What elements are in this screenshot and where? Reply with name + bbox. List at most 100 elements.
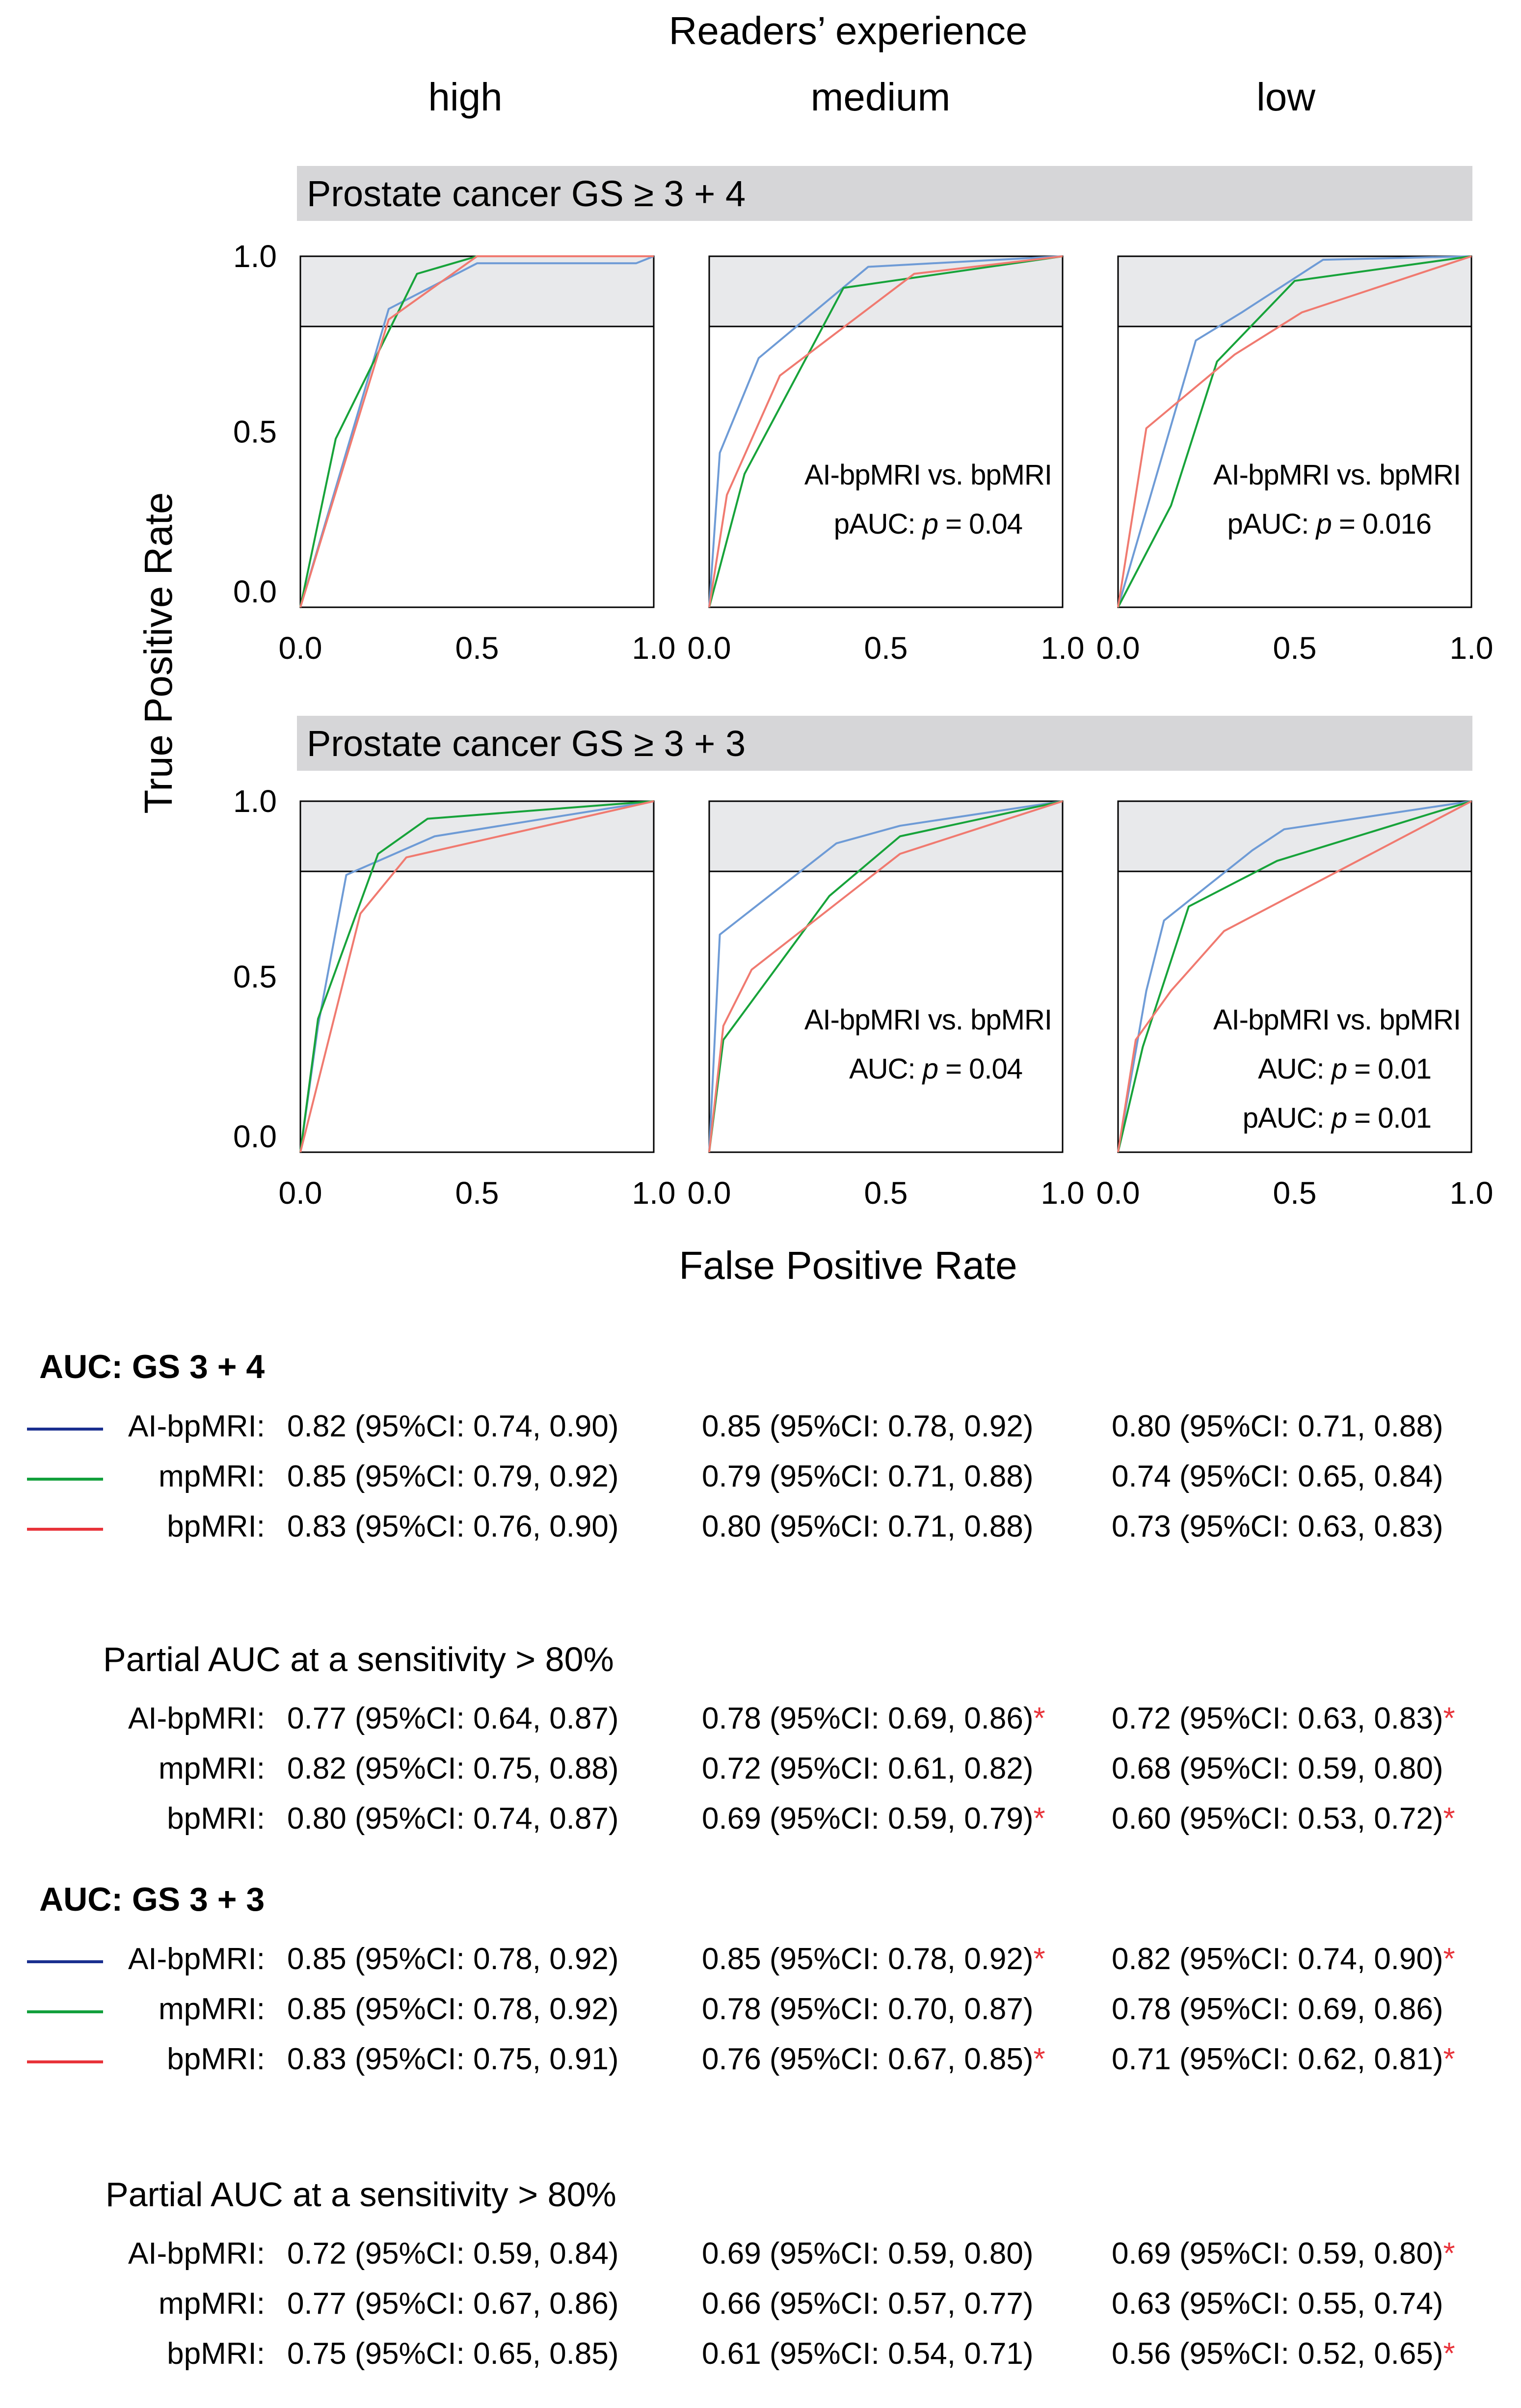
x-tick-label: 0.5 xyxy=(455,630,499,666)
p-value-label: pAUC: p = 0.04 xyxy=(834,508,1022,540)
table-row: AI-bpMRI: 0.77 (95%CI: 0.64, 0.87) 0.78 (9… xyxy=(0,1701,1521,1750)
x-tick-label: 0.0 xyxy=(688,630,731,666)
section-title-gs34: Prostate cancer GS ≥ 3 + 4 xyxy=(307,173,746,214)
section-banner-gs34 xyxy=(297,166,1472,221)
comparison-label: AI-bpMRI vs. bpMRI xyxy=(804,459,1052,491)
table-cell: 0.68 (95%CI: 0.59, 0.80) xyxy=(1112,1752,1443,1786)
plot-frame xyxy=(299,800,655,1153)
legend-swatch-bpmri xyxy=(27,2060,103,2063)
roc-curve-mpmri xyxy=(708,255,1063,608)
x-tick-label: 0.0 xyxy=(279,630,322,666)
legend-swatch-mpmri xyxy=(27,2010,103,2013)
row-label: bpMRI: xyxy=(167,2337,265,2371)
x-tick-label: 0.5 xyxy=(455,1175,499,1211)
table-cell: 0.85 (95%CI: 0.78, 0.92) xyxy=(287,1942,619,1976)
significance-marker: * xyxy=(1443,2337,1455,2371)
p-value-label: pAUC: p = 0.01 xyxy=(1243,1102,1431,1134)
sensitivity-region xyxy=(708,800,1064,872)
table-cell: 0.80 (95%CI: 0.71, 0.88) xyxy=(702,1510,1034,1543)
table-title: AUC: GS 3 + 4 xyxy=(39,1348,265,1385)
x-tick-label: 1.0 xyxy=(1041,1175,1085,1211)
y-tick-label: 0.5 xyxy=(233,959,277,995)
roc-curve-bpmri xyxy=(708,255,1063,608)
table-cell: 0.77 (95%CI: 0.67, 0.86) xyxy=(287,2287,619,2321)
table-row: mpMRI: 0.82 (95%CI: 0.75, 0.88) 0.72 (95%C… xyxy=(0,1751,1521,1800)
roc-panel-5: 0.0 0.5 1.0 AI-bpMRI vs. bpMRI AUC: p = 0.04 xyxy=(688,800,1085,1211)
column-header-low: low xyxy=(1256,75,1315,119)
x-tick-label: 0.0 xyxy=(279,1175,322,1211)
table-cell: 0.82 (95%CI: 0.74, 0.90) xyxy=(287,1409,619,1443)
plot-frame xyxy=(708,800,1064,1153)
x-tick-label: 1.0 xyxy=(1450,1175,1494,1211)
table-row: AI-bpMRI: 0.82 (95%CI: 0.74, 0.90) 0.85 (9… xyxy=(0,1409,1521,1458)
roc-curve-mpmri xyxy=(299,800,654,1153)
table-row: mpMRI: 0.85 (95%CI: 0.79, 0.92) 0.79 (95%C… xyxy=(0,1459,1521,1508)
table-cell: 0.85 (95%CI: 0.78, 0.92)* xyxy=(702,1942,1045,1976)
significance-marker: * xyxy=(1443,1942,1455,1976)
legend-swatch-ai-bpmri xyxy=(27,1428,103,1431)
table-cell: 0.72 (95%CI: 0.61, 0.82) xyxy=(702,1752,1034,1786)
section-banner-gs33 xyxy=(297,716,1472,771)
roc-figure: Readers’ experience high medium low Pros… xyxy=(136,9,1494,1287)
table-cell: 0.69 (95%CI: 0.59, 0.80) xyxy=(702,2237,1034,2271)
x-tick-label: 0.0 xyxy=(1096,630,1140,666)
comparison-label: AI-bpMRI vs. bpMRI xyxy=(1213,1004,1461,1036)
table-cell: 0.74 (95%CI: 0.65, 0.84) xyxy=(1112,1460,1443,1493)
x-tick-label: 1.0 xyxy=(1041,630,1085,666)
row-label: bpMRI: xyxy=(167,1802,265,1836)
table-title: Partial AUC at a sensitivity > 80% xyxy=(106,2175,616,2214)
x-tick-label: 0.5 xyxy=(1273,630,1317,666)
plot-frame xyxy=(1117,800,1472,1153)
row-label: AI-bpMRI: xyxy=(128,1942,265,1976)
legend-swatch-mpmri xyxy=(27,1478,103,1481)
y-axis-label: True Positive Rate xyxy=(136,492,180,813)
table-row: AI-bpMRI: 0.72 (95%CI: 0.59, 0.84) 0.69 (9… xyxy=(0,2236,1521,2285)
row-label: AI-bpMRI: xyxy=(128,1409,265,1443)
table-cell: 0.82 (95%CI: 0.74, 0.90)* xyxy=(1112,1942,1455,1976)
roc-panel-2: 0.0 0.5 1.0 AI-bpMRI vs. bpMRI pAUC: p = 0.0… xyxy=(688,255,1085,666)
section-title-gs33: Prostate cancer GS ≥ 3 + 3 xyxy=(307,723,746,764)
table-cell: 0.85 (95%CI: 0.78, 0.92) xyxy=(287,1992,619,2026)
table-title: AUC: GS 3 + 3 xyxy=(39,1881,265,1918)
table-cell: 0.83 (95%CI: 0.76, 0.90) xyxy=(287,1510,619,1543)
roc-curve-mpmri xyxy=(708,800,1063,1153)
row-label: mpMRI: xyxy=(159,1992,265,2026)
p-value-label: AUC: p = 0.04 xyxy=(849,1053,1022,1085)
significance-marker: * xyxy=(1033,1802,1045,1836)
p-value-label: AUC: p = 0.01 xyxy=(1258,1053,1431,1085)
sensitivity-region xyxy=(299,800,655,872)
significance-marker: * xyxy=(1033,1942,1045,1976)
row-label: mpMRI: xyxy=(159,1752,265,1786)
roc-curve-ai-bpmri xyxy=(708,255,1063,608)
table-cell: 0.80 (95%CI: 0.74, 0.87) xyxy=(287,1802,619,1836)
table-cell: 0.61 (95%CI: 0.54, 0.71) xyxy=(702,2337,1034,2371)
table-row: bpMRI: 0.83 (95%CI: 0.76, 0.90) 0.80 (95%C… xyxy=(0,1509,1521,1558)
table-cell: 0.83 (95%CI: 0.75, 0.91) xyxy=(287,2042,619,2076)
roc-curve-bpmri xyxy=(708,800,1063,1153)
table-cell: 0.78 (95%CI: 0.69, 0.86) xyxy=(1112,1992,1443,2026)
table-cell: 0.69 (95%CI: 0.59, 0.79)* xyxy=(702,1802,1045,1836)
table-cell: 0.72 (95%CI: 0.59, 0.84) xyxy=(287,2237,619,2271)
table-row: mpMRI: 0.85 (95%CI: 0.78, 0.92) 0.78 (95%C… xyxy=(0,1992,1521,2041)
table-cell: 0.78 (95%CI: 0.70, 0.87) xyxy=(702,1992,1034,2026)
significance-marker: * xyxy=(1033,2042,1045,2076)
y-tick-label: 0.0 xyxy=(233,574,277,609)
significance-marker: * xyxy=(1033,1702,1045,1735)
table-row: bpMRI: 0.75 (95%CI: 0.65, 0.85) 0.61 (95%C… xyxy=(0,2336,1521,2385)
roc-panel-3: 0.0 0.5 1.0 AI-bpMRI vs. bpMRI pAUC: p = 0.0… xyxy=(1096,255,1493,666)
legend-swatch-ai-bpmri xyxy=(27,1960,103,1963)
roc-curve-mpmri xyxy=(1117,800,1472,1153)
table-cell: 0.56 (95%CI: 0.52, 0.65)* xyxy=(1112,2337,1455,2371)
plot-frame xyxy=(708,255,1064,608)
table-cell: 0.80 (95%CI: 0.71, 0.88) xyxy=(1112,1409,1443,1443)
roc-curve-ai-bpmri xyxy=(1117,800,1472,1153)
roc-curve-ai-bpmri xyxy=(1117,255,1472,608)
x-tick-label: 0.5 xyxy=(1273,1175,1317,1211)
x-tick-label: 1.0 xyxy=(632,1175,676,1211)
row-label: AI-bpMRI: xyxy=(128,2237,265,2271)
table-cell: 0.85 (95%CI: 0.78, 0.92) xyxy=(702,1409,1034,1443)
table-cell: 0.85 (95%CI: 0.79, 0.92) xyxy=(287,1460,619,1493)
row-label: mpMRI: xyxy=(159,2287,265,2321)
plot-frame xyxy=(1117,255,1472,608)
x-tick-label: 0.5 xyxy=(864,630,908,666)
